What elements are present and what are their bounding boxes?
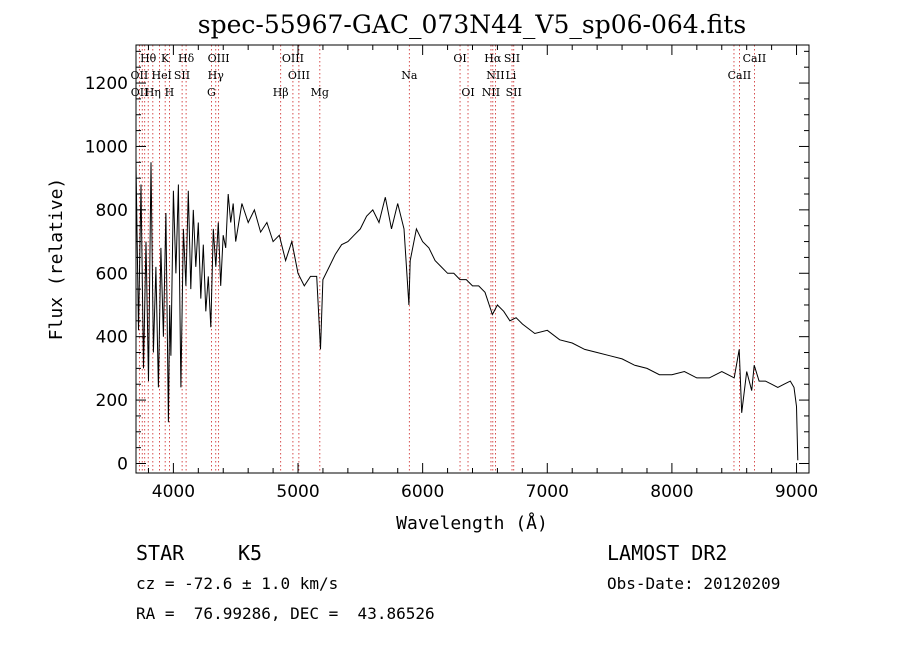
spectral-line-label: OIII [282, 52, 304, 65]
spectral-line-label: Hθ [140, 52, 157, 65]
x-tick-label: 8000 [650, 482, 693, 502]
spectral-line-label: OIII [288, 69, 310, 82]
y-tick-label: 1000 [85, 137, 128, 157]
x-tick-label: 4000 [152, 482, 195, 502]
x-axis-label: Wavelength (Å) [396, 512, 548, 534]
coordinates: RA = 76.99286, DEC = 43.86526 [136, 604, 435, 623]
spectrum-line [135, 162, 799, 461]
spectrum-series [135, 162, 799, 461]
y-tick-label: 400 [96, 328, 128, 348]
spectral-line-label: K [161, 52, 170, 65]
spectral-subclass: K5 [238, 541, 263, 565]
x-tick-label: 6000 [401, 482, 444, 502]
spectral-line-label: CaII [728, 69, 752, 82]
y-tick-label: 0 [117, 454, 128, 474]
x-tick-label: 7000 [526, 482, 569, 502]
spectral-line-label: OII [131, 69, 149, 82]
spectral-line-label: He [152, 69, 168, 82]
spectral-line-label: OIII [208, 52, 230, 65]
spectral-line-label: Hη [145, 86, 161, 99]
spectral-line-label: NII [482, 86, 500, 99]
spectral-line-label: Mg [311, 86, 329, 99]
spectral-line-label: H [165, 86, 175, 99]
obs-date: Obs-Date: 20120209 [607, 574, 781, 593]
y-tick-label: 600 [96, 264, 128, 284]
spectral-line-label: OII [131, 86, 149, 99]
spectral-line-label: NII [486, 69, 504, 82]
axis-ticks [136, 45, 809, 473]
spectral-line-label: SII [174, 69, 190, 82]
spectral-line-label: Hδ [178, 52, 195, 65]
y-tick-labels: 0 200 400 600 800 1000 1200 [85, 74, 128, 474]
x-tick-label: 5000 [276, 482, 319, 502]
spectral-line-label: Hβ [273, 86, 289, 99]
spectral-line-label: G [207, 86, 216, 99]
y-tick-label: 200 [96, 391, 128, 411]
chart-title: spec-55967-GAC_073N44_V5_sp06-064.fits [198, 10, 746, 39]
spectral-line-label: Na [401, 69, 418, 82]
plot-frame [135, 44, 810, 474]
spectral-line-label: OI [453, 52, 466, 65]
spectral-line-label: Hγ [208, 69, 225, 82]
object-class: STAR [136, 541, 185, 565]
spectral-line-label: Hα [484, 52, 502, 65]
y-tick-label: 800 [96, 201, 128, 221]
spectral-line-label: SII [504, 52, 520, 65]
spectral-line-label: I [167, 69, 171, 82]
x-tick-label: 9000 [775, 482, 818, 502]
survey-label: LAMOST DR2 [607, 541, 728, 565]
x-tick-labels: 4000 5000 6000 7000 8000 9000 [152, 482, 818, 502]
spectral-line-label: Li [505, 69, 516, 82]
spectral-line-label: OI [461, 86, 474, 99]
line-markers [138, 45, 755, 473]
y-axis-label: Flux (relative) [46, 178, 67, 341]
redshift-readout: cz = -72.6 ± 1.0 km/s [136, 574, 339, 593]
y-tick-label: 1200 [85, 74, 128, 94]
spectral-line-label: SII [506, 86, 522, 99]
spectral-line-label: CaII [743, 52, 767, 65]
